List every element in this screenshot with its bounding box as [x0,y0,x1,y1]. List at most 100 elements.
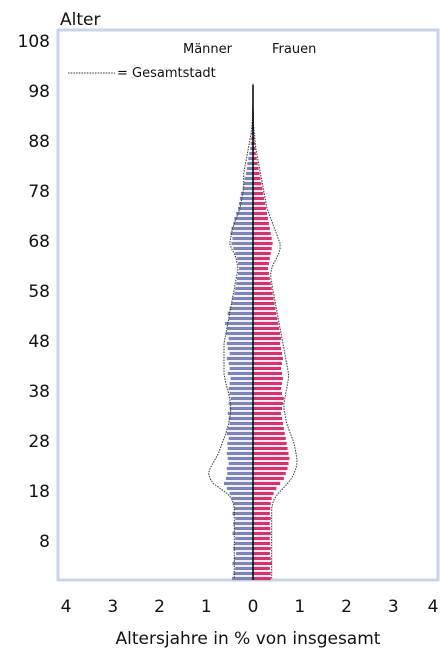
men-bar-age-73 [236,211,253,216]
women-bar-age-48 [253,336,282,341]
men-bar-age-54 [229,306,254,311]
women-bar-age-69 [253,231,271,236]
women-bar-age-37 [253,391,282,396]
women-bar-age-23 [253,461,289,466]
men-bar-age-79 [243,181,253,186]
men-bar-age-83 [247,161,253,166]
men-bar-age-24 [227,456,253,461]
women-bar-age-11 [253,521,270,526]
x-axis-tick-labels: 4 3 2 1 0 1 2 3 4 [61,597,439,617]
women-bar-age-35 [253,401,283,406]
women-bar-age-25 [253,451,289,456]
men-bar-age-87 [250,141,253,146]
x-tick-label: 1 [201,597,212,617]
men-bar-age-26 [227,446,253,451]
women-bar-age-10 [253,526,271,531]
men-bar-age-13 [232,511,253,516]
women-bar-age-12 [253,516,271,521]
men-bar-age-3 [232,561,253,566]
women-bar-age-5 [253,551,270,556]
women-bar-age-83 [253,161,258,166]
y-tick-label: 18 [28,482,50,502]
men-bar-age-43 [228,361,253,366]
women-bar-age-46 [253,346,282,351]
women-bar-age-8 [253,536,270,541]
women-bar-age-64 [253,256,270,261]
women-bar-age-6 [253,546,271,551]
women-label: Frauen [272,42,316,57]
men-bar-age-0 [231,576,253,581]
men-bar-age-44 [226,356,253,361]
women-bar-age-50 [253,326,280,331]
women-bar-age-27 [253,441,287,446]
men-bar-age-88 [251,136,253,141]
men-bar-age-28 [228,436,253,441]
women-bar-age-86 [253,146,256,151]
women-bar-age-16 [253,496,272,501]
x-tick-label: 0 [248,597,259,617]
women-bar-age-56 [253,296,274,301]
women-bar-age-61 [253,271,269,276]
men-bar-age-68 [232,236,253,241]
men-bar-age-33 [227,411,253,416]
men-bar-age-77 [240,191,253,196]
women-bar-age-76 [253,196,265,201]
men-bar-age-61 [238,271,253,276]
women-bar-age-44 [253,356,283,361]
gesamtstadt-reference-line [208,83,298,579]
y-axis-tick-labels: 8 18 28 38 48 58 68 78 88 98 108 [18,32,50,552]
x-tick-label: 3 [107,597,118,617]
men-bar-age-48 [228,336,253,341]
men-bar-age-85 [249,151,253,156]
women-bars [253,111,290,581]
men-bar-age-86 [250,146,253,151]
women-bar-age-63 [253,261,269,266]
women-bar-age-15 [253,501,271,506]
women-bar-age-7 [253,541,271,546]
women-bar-age-39 [253,381,282,386]
women-bar-age-28 [253,436,286,441]
men-bar-age-12 [235,516,254,521]
women-bar-age-1 [253,571,271,576]
women-bar-age-67 [253,241,273,246]
women-bar-age-87 [253,141,255,146]
women-bar-age-42 [253,366,282,371]
women-bar-age-54 [253,306,276,311]
men-bar-age-63 [238,261,253,266]
women-bar-age-30 [253,426,284,431]
men-bar-age-52 [228,316,253,321]
men-bar-age-2 [235,566,254,571]
men-bar-age-40 [230,376,253,381]
women-bar-age-32 [253,416,282,421]
women-bar-age-79 [253,181,262,186]
women-bar-age-52 [253,316,278,321]
men-bar-age-66 [233,246,253,251]
women-bar-age-70 [253,226,270,231]
men-bar-age-31 [229,421,254,426]
women-bar-age-77 [253,191,264,196]
women-bar-age-21 [253,471,286,476]
women-bar-age-74 [253,206,267,211]
men-bars [224,106,254,581]
men-bar-age-5 [236,551,253,556]
men-bar-age-29 [226,431,253,436]
x-tick-label: 4 [428,597,439,617]
y-axis-title: Alter [60,10,100,30]
y-tick-label: 58 [28,282,50,302]
x-tick-label: 3 [388,597,399,617]
men-bar-age-36 [230,396,253,401]
women-bar-age-33 [253,411,282,416]
women-bar-age-20 [253,476,284,481]
men-bar-age-59 [236,281,253,286]
men-bar-age-62 [238,266,253,271]
men-bar-age-6 [233,546,253,551]
women-bar-age-81 [253,171,260,176]
y-tick-label: 28 [28,432,50,452]
women-bar-age-66 [253,246,272,251]
men-bar-age-80 [244,176,253,181]
women-bar-age-41 [253,371,282,376]
y-tick-label: 8 [39,532,50,552]
men-bar-age-71 [233,221,253,226]
women-bar-age-31 [253,421,283,426]
